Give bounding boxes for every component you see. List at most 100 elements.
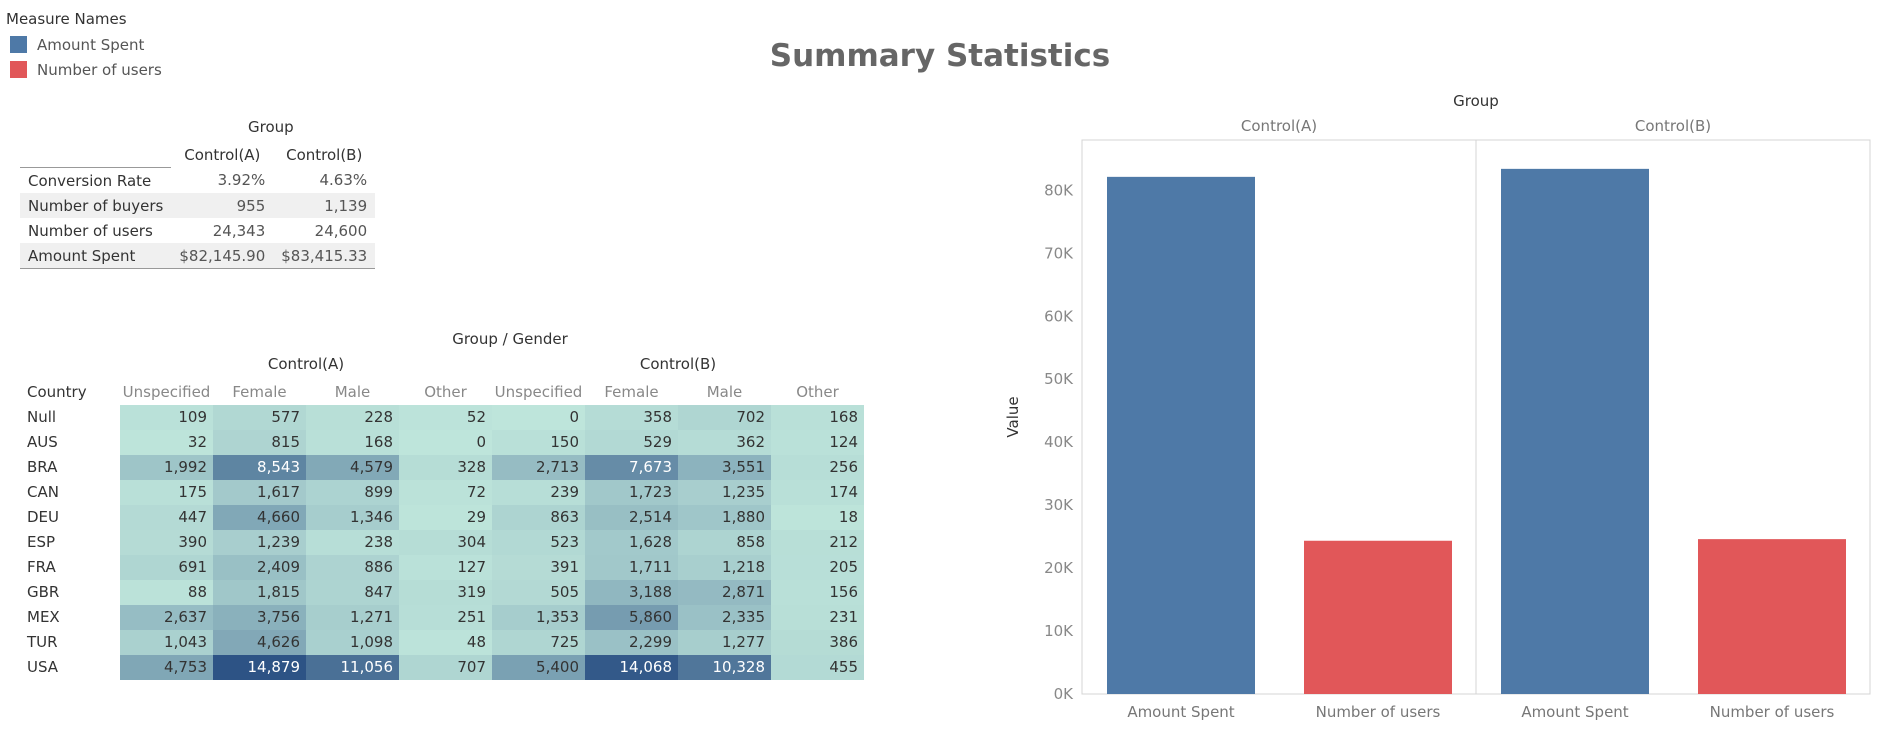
legend-item-label: Number of users (37, 60, 162, 79)
heatmap-cell: 10,328 (678, 655, 771, 680)
legend: Measure Names Amount Spent Number of use… (6, 10, 162, 82)
y-tick-label: 40K (1044, 433, 1074, 451)
bar (1107, 176, 1255, 694)
heatmap-cell: 1,277 (678, 630, 771, 655)
legend-title: Measure Names (6, 10, 127, 28)
heatmap-cell: 3,551 (678, 455, 771, 480)
heatmap-cell: 3,756 (213, 605, 306, 630)
page-title: Summary Statistics (769, 38, 1111, 74)
heatmap-cell: 32 (120, 430, 213, 455)
heatmap-group-header: Control(A) (267, 355, 345, 373)
chart-panel-frame (1475, 139, 1871, 695)
heatmap-gender-header: Unspecified (122, 383, 211, 401)
heatmap-cell: 863 (492, 505, 585, 530)
heatmap-cell: 256 (771, 455, 864, 480)
heatmap-cell: 168 (306, 430, 399, 455)
heatmap-row-label: AUS (27, 433, 58, 451)
heatmap-cell: 175 (120, 480, 213, 505)
summary-cell: $82,145.90 (171, 243, 274, 269)
bar (1304, 540, 1452, 694)
heatmap-cell: 1,043 (120, 630, 213, 655)
heatmap-row-label: Null (27, 408, 57, 426)
heatmap-cell: 2,871 (678, 580, 771, 605)
y-axis-label: Value (1004, 396, 1022, 437)
heatmap-cell: 1,218 (678, 555, 771, 580)
heatmap-cell: 1,235 (678, 480, 771, 505)
heatmap-cell: 156 (771, 580, 864, 605)
heatmap-cell: 239 (492, 480, 585, 505)
heatmap-row-label: TUR (27, 633, 58, 651)
heatmap-cell: 109 (120, 405, 213, 430)
legend-item-number-of-users[interactable]: Number of users (6, 57, 162, 82)
heatmap-cell: 391 (492, 555, 585, 580)
heatmap-cell: 1,711 (585, 555, 678, 580)
heatmap-gender-header: Unspecified (494, 383, 583, 401)
heatmap-cell: 858 (678, 530, 771, 555)
summary-grid: Control(A) Control(B) Conversion Rate 3.… (20, 142, 376, 269)
heatmap-cell: 702 (678, 405, 771, 430)
y-tick-label: 50K (1044, 370, 1074, 388)
heatmap-cell: 212 (771, 530, 864, 555)
heatmap-cell: 319 (399, 580, 492, 605)
heatmap-cell: 2,637 (120, 605, 213, 630)
summary-corner (20, 142, 172, 168)
heatmap-cell: 455 (771, 655, 864, 680)
heatmap-cell: 2,299 (585, 630, 678, 655)
y-tick-label: 20K (1044, 559, 1074, 577)
summary-row-label: Number of users (28, 221, 153, 240)
summary-cell: 24,343 (212, 221, 266, 240)
summary-cell: 24,600 (314, 221, 368, 240)
heatmap-cell: 725 (492, 630, 585, 655)
summary-cell: 4.63% (319, 171, 368, 190)
table-row: Number of users 24,343 24,600 (20, 218, 375, 243)
heatmap-gender-header: Male (334, 383, 371, 401)
summary-row-label: Number of buyers (20, 193, 172, 218)
heatmap-cell: 5,400 (492, 655, 585, 680)
heatmap-cell: 174 (771, 480, 864, 505)
heatmap-group-header: Control(B) (639, 355, 717, 373)
summary-cell: 1,139 (273, 193, 376, 218)
legend-item-amount-spent[interactable]: Amount Spent (6, 32, 162, 57)
bar (1501, 168, 1649, 695)
table-row: Conversion Rate 3.92% 4.63% (20, 168, 375, 194)
x-tick-label: Amount Spent (1521, 703, 1628, 721)
heatmap-cell: 577 (213, 405, 306, 430)
heatmap-row-header: Country (27, 383, 87, 401)
heatmap-cell: 4,753 (120, 655, 213, 680)
heatmap-cell: 691 (120, 555, 213, 580)
heatmap-cell: 847 (306, 580, 399, 605)
heatmap-cell: 707 (399, 655, 492, 680)
heatmap-cell: 5,860 (585, 605, 678, 630)
heatmap-cell: 1,346 (306, 505, 399, 530)
heatmap-cell: 304 (399, 530, 492, 555)
summary-group-label: Group (248, 118, 294, 136)
heatmap-cell: 228 (306, 405, 399, 430)
summary-row-label: Amount Spent (20, 243, 172, 269)
heatmap-cell: 1,880 (678, 505, 771, 530)
heatmap-cell: 386 (771, 630, 864, 655)
summary-col-header: Control(A) (184, 145, 261, 164)
heatmap-cell: 150 (492, 430, 585, 455)
y-tick-label: 80K (1044, 181, 1074, 199)
heatmap-cell: 88 (120, 580, 213, 605)
heatmap-cell: 205 (771, 555, 864, 580)
heatmap-cell: 390 (120, 530, 213, 555)
heatmap-cell: 251 (399, 605, 492, 630)
bar-chart: Group Control(A) Control(B) Value 0K 10K 20K 30… (1004, 92, 1871, 721)
heatmap-cell: 127 (399, 555, 492, 580)
heatmap-row-label: DEU (27, 508, 60, 526)
heatmap-cell: 7,673 (585, 455, 678, 480)
legend-swatch (10, 61, 27, 78)
x-tick-label: Number of users (1710, 703, 1835, 721)
chart-group-label: Group (1453, 92, 1499, 110)
heatmap-cell: 1,098 (306, 630, 399, 655)
y-tick-label: 60K (1044, 307, 1074, 325)
heatmap-cell: 328 (399, 455, 492, 480)
heatmap-cell: 1,723 (585, 480, 678, 505)
heatmap-cell: 8,543 (213, 455, 306, 480)
heatmap-cell: 1,628 (585, 530, 678, 555)
legend-item-label: Amount Spent (37, 35, 145, 54)
heatmap-cell: 14,068 (585, 655, 678, 680)
heatmap-cell: 238 (306, 530, 399, 555)
heatmap-cell: 0 (399, 430, 492, 455)
